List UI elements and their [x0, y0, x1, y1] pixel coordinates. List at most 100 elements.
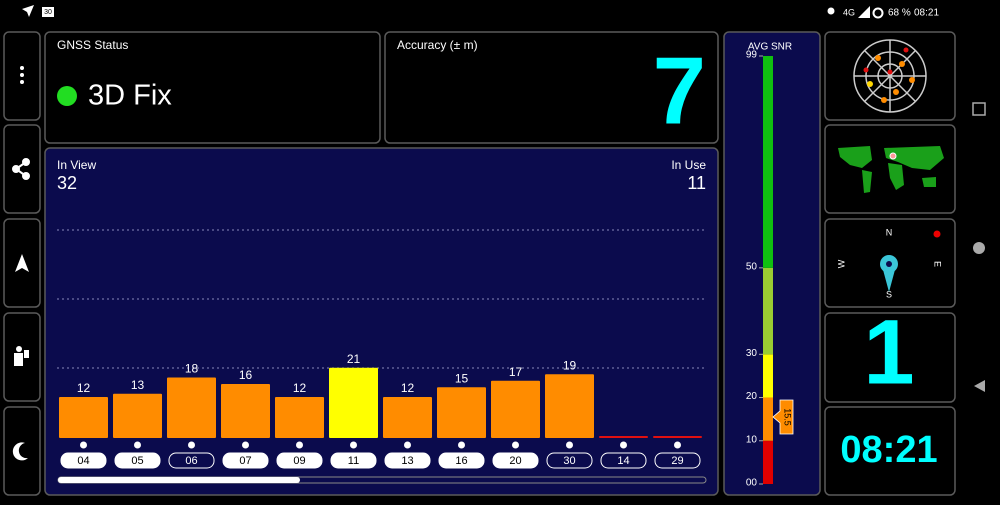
moon-icon [12, 442, 28, 461]
clock-panel [824, 406, 956, 496]
bar-label: 12 [293, 381, 307, 395]
bar [545, 374, 594, 438]
snr-tick-label: 50 [746, 261, 758, 272]
signal-icon [858, 6, 870, 18]
bar [59, 397, 108, 438]
compass-e: E [933, 261, 943, 267]
bar [113, 393, 162, 438]
snr-band [763, 56, 773, 268]
in-view-value: 32 [57, 173, 77, 193]
bar [491, 380, 540, 438]
gnss-status-panel [44, 31, 381, 144]
in-use-label: In Use [671, 158, 706, 172]
share-icon [12, 158, 30, 180]
snr-value-label: 15.5 [783, 408, 793, 426]
telegram-icon [22, 5, 34, 17]
signal-dot [80, 441, 87, 449]
snr-band [763, 397, 773, 441]
counter-value: 1 [863, 301, 914, 403]
back-button[interactable] [974, 380, 985, 392]
night-mode-button[interactable] [3, 406, 41, 496]
fix-indicator [57, 86, 77, 106]
signal-dot [134, 441, 141, 449]
status-time: 08:21 [914, 8, 939, 19]
navigation-icon [15, 254, 29, 272]
compass-w: W [836, 259, 846, 268]
prn-label: 09 [293, 455, 305, 467]
snr-tick-label: 99 [746, 50, 758, 61]
bar-label: 12 [77, 381, 91, 395]
prn-label: 04 [77, 455, 89, 467]
battery: 68 % [888, 8, 911, 19]
bar [437, 387, 486, 438]
bar-label: 21 [347, 352, 361, 366]
bar-label: 17 [509, 365, 523, 379]
prn-pill [600, 452, 647, 469]
signal-dot [404, 441, 411, 449]
badge-text: 30 [44, 9, 52, 16]
home-button[interactable] [973, 242, 985, 254]
share-button[interactable] [3, 124, 41, 214]
compass-n: N [886, 227, 893, 237]
snr-tick-label: 10 [746, 434, 758, 445]
snr-title: AVG SNR [748, 42, 792, 53]
sky-view-icon [853, 39, 927, 113]
signal-dot [620, 441, 627, 449]
signal-dot [566, 441, 573, 449]
bar [167, 377, 216, 438]
compass-dot [933, 230, 941, 238]
bar-label: 12 [401, 381, 415, 395]
prn-label: 05 [131, 455, 143, 467]
prn-label: 16 [455, 455, 467, 467]
prn-label: 30 [563, 455, 575, 467]
in-view-label: In View [57, 158, 96, 172]
prn-pill [168, 452, 215, 469]
bar-label: 19 [563, 358, 577, 372]
bar [383, 397, 432, 438]
compass-s: S [886, 289, 892, 299]
prn-label: 07 [239, 455, 251, 467]
prn-label: 29 [671, 455, 683, 467]
bar-label: 18 [185, 362, 199, 376]
snr-band [763, 354, 773, 398]
accuracy-value: 7 [653, 37, 706, 144]
snr-tick-label: 00 [746, 478, 758, 489]
prn-pill [276, 452, 323, 469]
accuracy-title: Accuracy (± m) [397, 38, 478, 52]
prn-label: 14 [617, 455, 629, 467]
prn-pill [492, 452, 539, 469]
prn-pill [60, 452, 107, 469]
prn-label: 20 [509, 455, 521, 467]
signal-dot [674, 441, 681, 449]
bar [221, 384, 270, 438]
gnss-status-title: GNSS Status [57, 38, 128, 52]
signal-dot [458, 441, 465, 449]
prn-pill [330, 452, 377, 469]
bar [275, 397, 324, 438]
map-position [889, 152, 897, 160]
bar-label: 16 [239, 368, 253, 382]
in-use-value: 11 [687, 173, 706, 193]
prn-pill [222, 452, 269, 469]
badge-icon [42, 7, 54, 17]
gnss-status-value: 3D Fix [88, 80, 172, 112]
snr-band [763, 267, 773, 355]
recents-button[interactable] [972, 102, 986, 116]
snr-band [763, 440, 773, 484]
counter-panel [824, 312, 956, 403]
compass-needle [880, 255, 898, 292]
prn-pill [384, 452, 431, 469]
snr-tick-label: 30 [746, 348, 758, 359]
scroll-thumb[interactable] [58, 477, 300, 483]
clock-value: 08:21 [840, 429, 937, 471]
network: 4G [843, 7, 855, 17]
signal-dot [296, 441, 303, 449]
battery-icon [872, 7, 884, 19]
world-map [838, 146, 944, 193]
snr-tick-label: 20 [746, 391, 758, 402]
prn-pill [114, 452, 161, 469]
accuracy-panel [384, 31, 719, 144]
prn-label: 13 [401, 455, 413, 467]
satellite-panel [44, 147, 719, 496]
